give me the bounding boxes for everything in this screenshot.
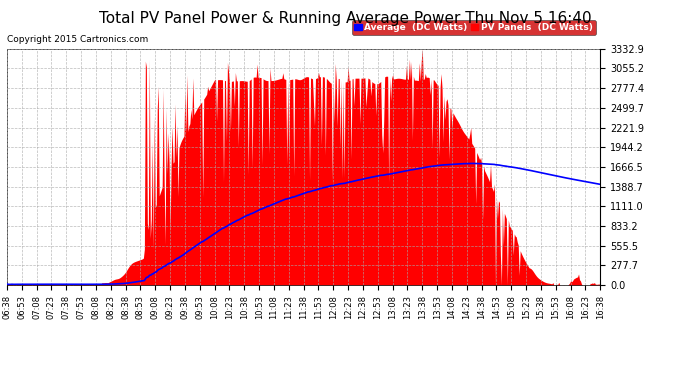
Text: Total PV Panel Power & Running Average Power Thu Nov 5 16:40: Total PV Panel Power & Running Average P… — [99, 11, 591, 26]
Legend: Average  (DC Watts), PV Panels  (DC Watts): Average (DC Watts), PV Panels (DC Watts) — [352, 20, 595, 34]
Text: Copyright 2015 Cartronics.com: Copyright 2015 Cartronics.com — [7, 34, 148, 44]
